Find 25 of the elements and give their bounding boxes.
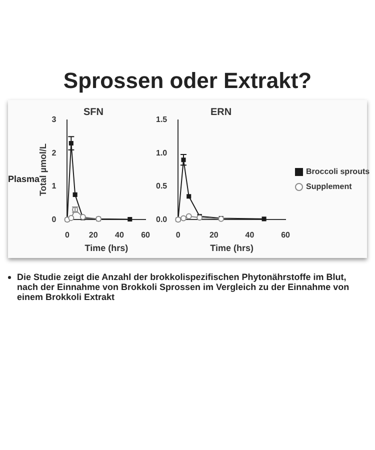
x-tick-label: 40	[114, 230, 124, 240]
y-tick-label: 0.0	[156, 214, 168, 224]
y-tick-label: 1.5	[156, 115, 168, 124]
chart-title: ERN	[210, 106, 232, 118]
legend-label: Broccoli sprouts	[306, 167, 370, 176]
y-tick-label: 1.0	[156, 148, 168, 158]
x-tick-label: 40	[245, 230, 255, 240]
text: Sprossen oder Extrakt?	[62, 68, 313, 94]
y-tick-label: 0	[52, 214, 57, 224]
text: Plasma	[8, 174, 40, 184]
x-tick-label: 0	[65, 230, 70, 240]
x-tick-label: 60	[281, 230, 291, 240]
x-axis-title: Time (hrs)	[210, 243, 254, 254]
text: Die Studie zeigt die Anzahl der brokkolispezifischen Phytonährstoffe im Blut, nach der Einnahme von Brokkoli Sprossen im Vergleich zu der Einnahme von einem Brokkoli Extrakt	[17, 272, 350, 302]
y-tick-label: 1	[52, 182, 57, 191]
x-tick-label: 20	[88, 230, 98, 240]
x-tick-label: 60	[141, 230, 151, 240]
x-tick-label: 20	[209, 230, 219, 240]
legend-label: Supplement	[306, 182, 352, 191]
chart-title: SFN	[84, 106, 104, 118]
x-tick-label: 0	[176, 230, 181, 240]
y-tick-label: 2	[52, 148, 57, 158]
y-tick-label: 0.5	[156, 182, 168, 191]
x-axis-title: Time (hrs)	[84, 243, 128, 254]
y-tick-label: 3	[52, 115, 57, 124]
